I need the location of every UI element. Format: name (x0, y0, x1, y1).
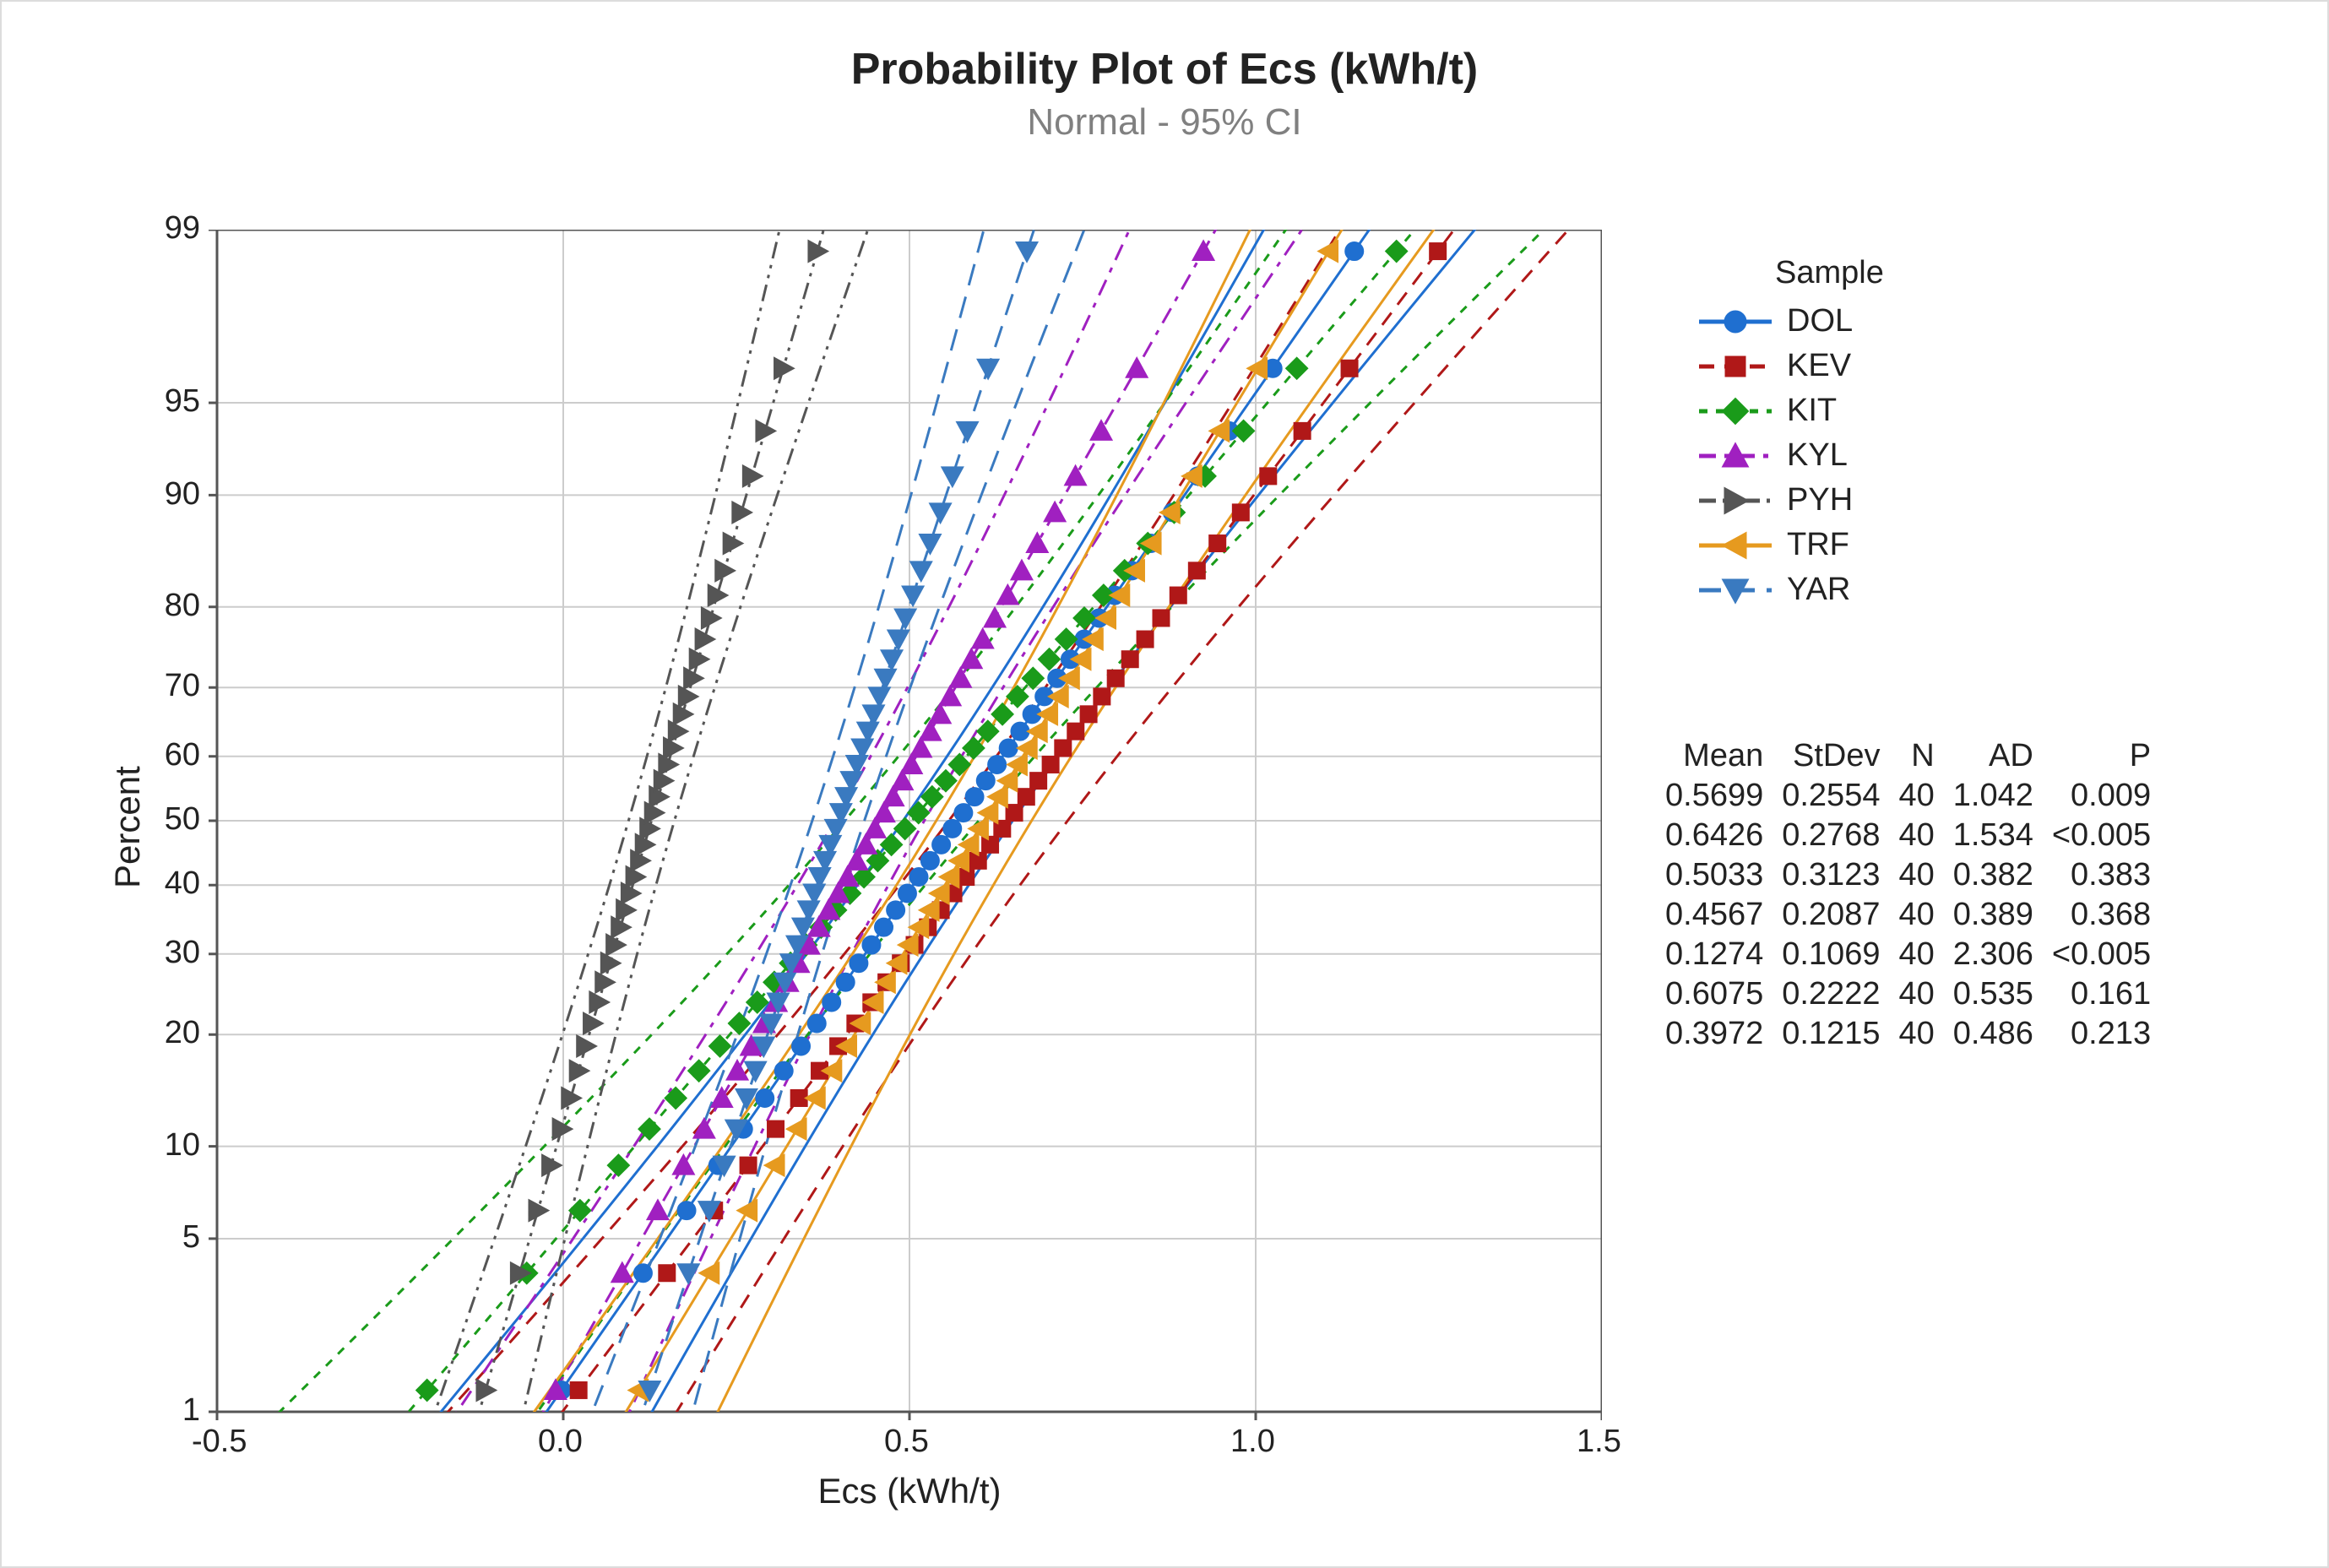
y-tick-label: 80 (165, 588, 200, 624)
legend-swatch (1699, 486, 1772, 516)
stats-cell: 0.009 (2052, 776, 2169, 816)
y-tick-label: 10 (165, 1127, 200, 1164)
stats-col-header: AD (1953, 736, 2052, 776)
stats-row: 0.64260.2768401.534<0.005 (1665, 816, 2169, 855)
x-tick-label: 0.5 (884, 1424, 929, 1460)
stats-col-header: StDev (1782, 736, 1898, 776)
stats-cell: 2.306 (1953, 935, 2052, 974)
chart-subtitle: Normal - 95% CI (2, 101, 2327, 144)
legend-item: TRF (1699, 527, 1884, 563)
y-axis-label: Percent (107, 766, 148, 888)
stats-cell: 40 (1898, 855, 1952, 895)
stats-row: 0.60750.2222400.5350.161 (1665, 974, 2169, 1014)
legend-label: KEV (1787, 348, 1851, 384)
stats-cell: 0.5033 (1665, 855, 1782, 895)
stats-cell: <0.005 (2052, 816, 2169, 855)
stats-cell: 0.382 (1953, 855, 2052, 895)
legend-label: KYL (1787, 437, 1848, 474)
stats-cell: 0.1215 (1782, 1014, 1898, 1054)
legend-label: KIT (1787, 393, 1837, 429)
stats-cell: 0.5699 (1665, 776, 1782, 816)
stats-cell: 1.534 (1953, 816, 2052, 855)
stats-row: 0.12740.1069402.306<0.005 (1665, 935, 2169, 974)
y-tick-label: 60 (165, 737, 200, 773)
legend-item: KYL (1699, 437, 1884, 474)
stats-cell: 0.6075 (1665, 974, 1782, 1014)
stats-row: 0.39720.1215400.4860.213 (1665, 1014, 2169, 1054)
legend-label: TRF (1787, 527, 1849, 563)
stats-cell: 0.1274 (1665, 935, 1782, 974)
legend-swatch (1699, 351, 1772, 382)
stats-body: 0.56990.2554401.0420.0090.64260.2768401.… (1665, 776, 2169, 1054)
stats-cell: 0.486 (1953, 1014, 2052, 1054)
stats-cell: 40 (1898, 974, 1952, 1014)
legend-title: Sample (1699, 255, 1884, 291)
stats-cell: 1.042 (1953, 776, 2052, 816)
legend-swatch (1699, 441, 1772, 471)
stats-cell: 40 (1898, 895, 1952, 935)
stats-cell: 0.6426 (1665, 816, 1782, 855)
stats-cell: 40 (1898, 776, 1952, 816)
x-tick-label: 1.5 (1577, 1424, 1621, 1460)
stats-cell: 0.368 (2052, 895, 2169, 935)
stats-cell: 0.2222 (1782, 974, 1898, 1014)
legend-swatch (1699, 307, 1772, 337)
legend-label: DOL (1787, 303, 1853, 339)
x-tick-label: 0.0 (538, 1424, 583, 1460)
y-tick-label: 50 (165, 801, 200, 838)
x-tick-label: 1.0 (1230, 1424, 1275, 1460)
figure-container: Probability Plot of Ecs (kWh/t) Normal -… (0, 0, 2329, 1568)
stats-cell: 0.4567 (1665, 895, 1782, 935)
legend-items: DOL KEV KIT KYL PYH TRF YAR (1699, 303, 1884, 608)
y-tick-label: 20 (165, 1015, 200, 1051)
legend-item: KIT (1699, 393, 1884, 429)
y-tick-label: 90 (165, 476, 200, 513)
stats-cell: 0.389 (1953, 895, 2052, 935)
x-axis-label: Ecs (kWh/t) (217, 1471, 1602, 1511)
stats-row: 0.56990.2554401.0420.009 (1665, 776, 2169, 816)
legend-swatch (1699, 396, 1772, 426)
stats-col-header: Mean (1665, 736, 1782, 776)
chart-title: Probability Plot of Ecs (kWh/t) (2, 44, 2327, 95)
stats-cell: 0.2768 (1782, 816, 1898, 855)
legend-item: PYH (1699, 482, 1884, 518)
stats-cell: 0.3972 (1665, 1014, 1782, 1054)
stats-cell: 0.161 (2052, 974, 2169, 1014)
legend-swatch (1699, 530, 1772, 561)
y-tick-label: 70 (165, 668, 200, 704)
stats-col-header: N (1898, 736, 1952, 776)
stats-header-row: MeanStDevNADP (1665, 736, 2169, 776)
stats-row: 0.50330.3123400.3820.383 (1665, 855, 2169, 895)
stats-table: MeanStDevNADP 0.56990.2554401.0420.0090.… (1665, 736, 2169, 1054)
stats-row: 0.45670.2087400.3890.368 (1665, 895, 2169, 935)
stats-cell: 40 (1898, 1014, 1952, 1054)
x-tick-label: -0.5 (192, 1424, 247, 1460)
stats-cell: 40 (1898, 816, 1952, 855)
stats-cell: 40 (1898, 935, 1952, 974)
legend-item: KEV (1699, 348, 1884, 384)
legend-item: DOL (1699, 303, 1884, 339)
probability-plot-svg (207, 230, 1602, 1422)
stats-cell: <0.005 (2052, 935, 2169, 974)
stats-cell: 0.383 (2052, 855, 2169, 895)
legend: Sample DOL KEV KIT KYL PYH TRF YAR (1699, 255, 1884, 616)
stats-cell: 0.2554 (1782, 776, 1898, 816)
stats-cell: 0.2087 (1782, 895, 1898, 935)
y-tick-label: 30 (165, 935, 200, 971)
y-tick-label: 40 (165, 865, 200, 902)
legend-swatch (1699, 575, 1772, 605)
stats-cell: 0.213 (2052, 1014, 2169, 1054)
stats-cell: 0.1069 (1782, 935, 1898, 974)
y-tick-label: 95 (165, 383, 200, 420)
y-tick-label: 99 (165, 210, 200, 247)
y-tick-label: 5 (182, 1219, 200, 1256)
stats-cell: 0.3123 (1782, 855, 1898, 895)
legend-label: PYH (1787, 482, 1853, 518)
legend-item: YAR (1699, 572, 1884, 608)
stats-col-header: P (2052, 736, 2169, 776)
stats-cell: 0.535 (1953, 974, 2052, 1014)
legend-label: YAR (1787, 572, 1850, 608)
